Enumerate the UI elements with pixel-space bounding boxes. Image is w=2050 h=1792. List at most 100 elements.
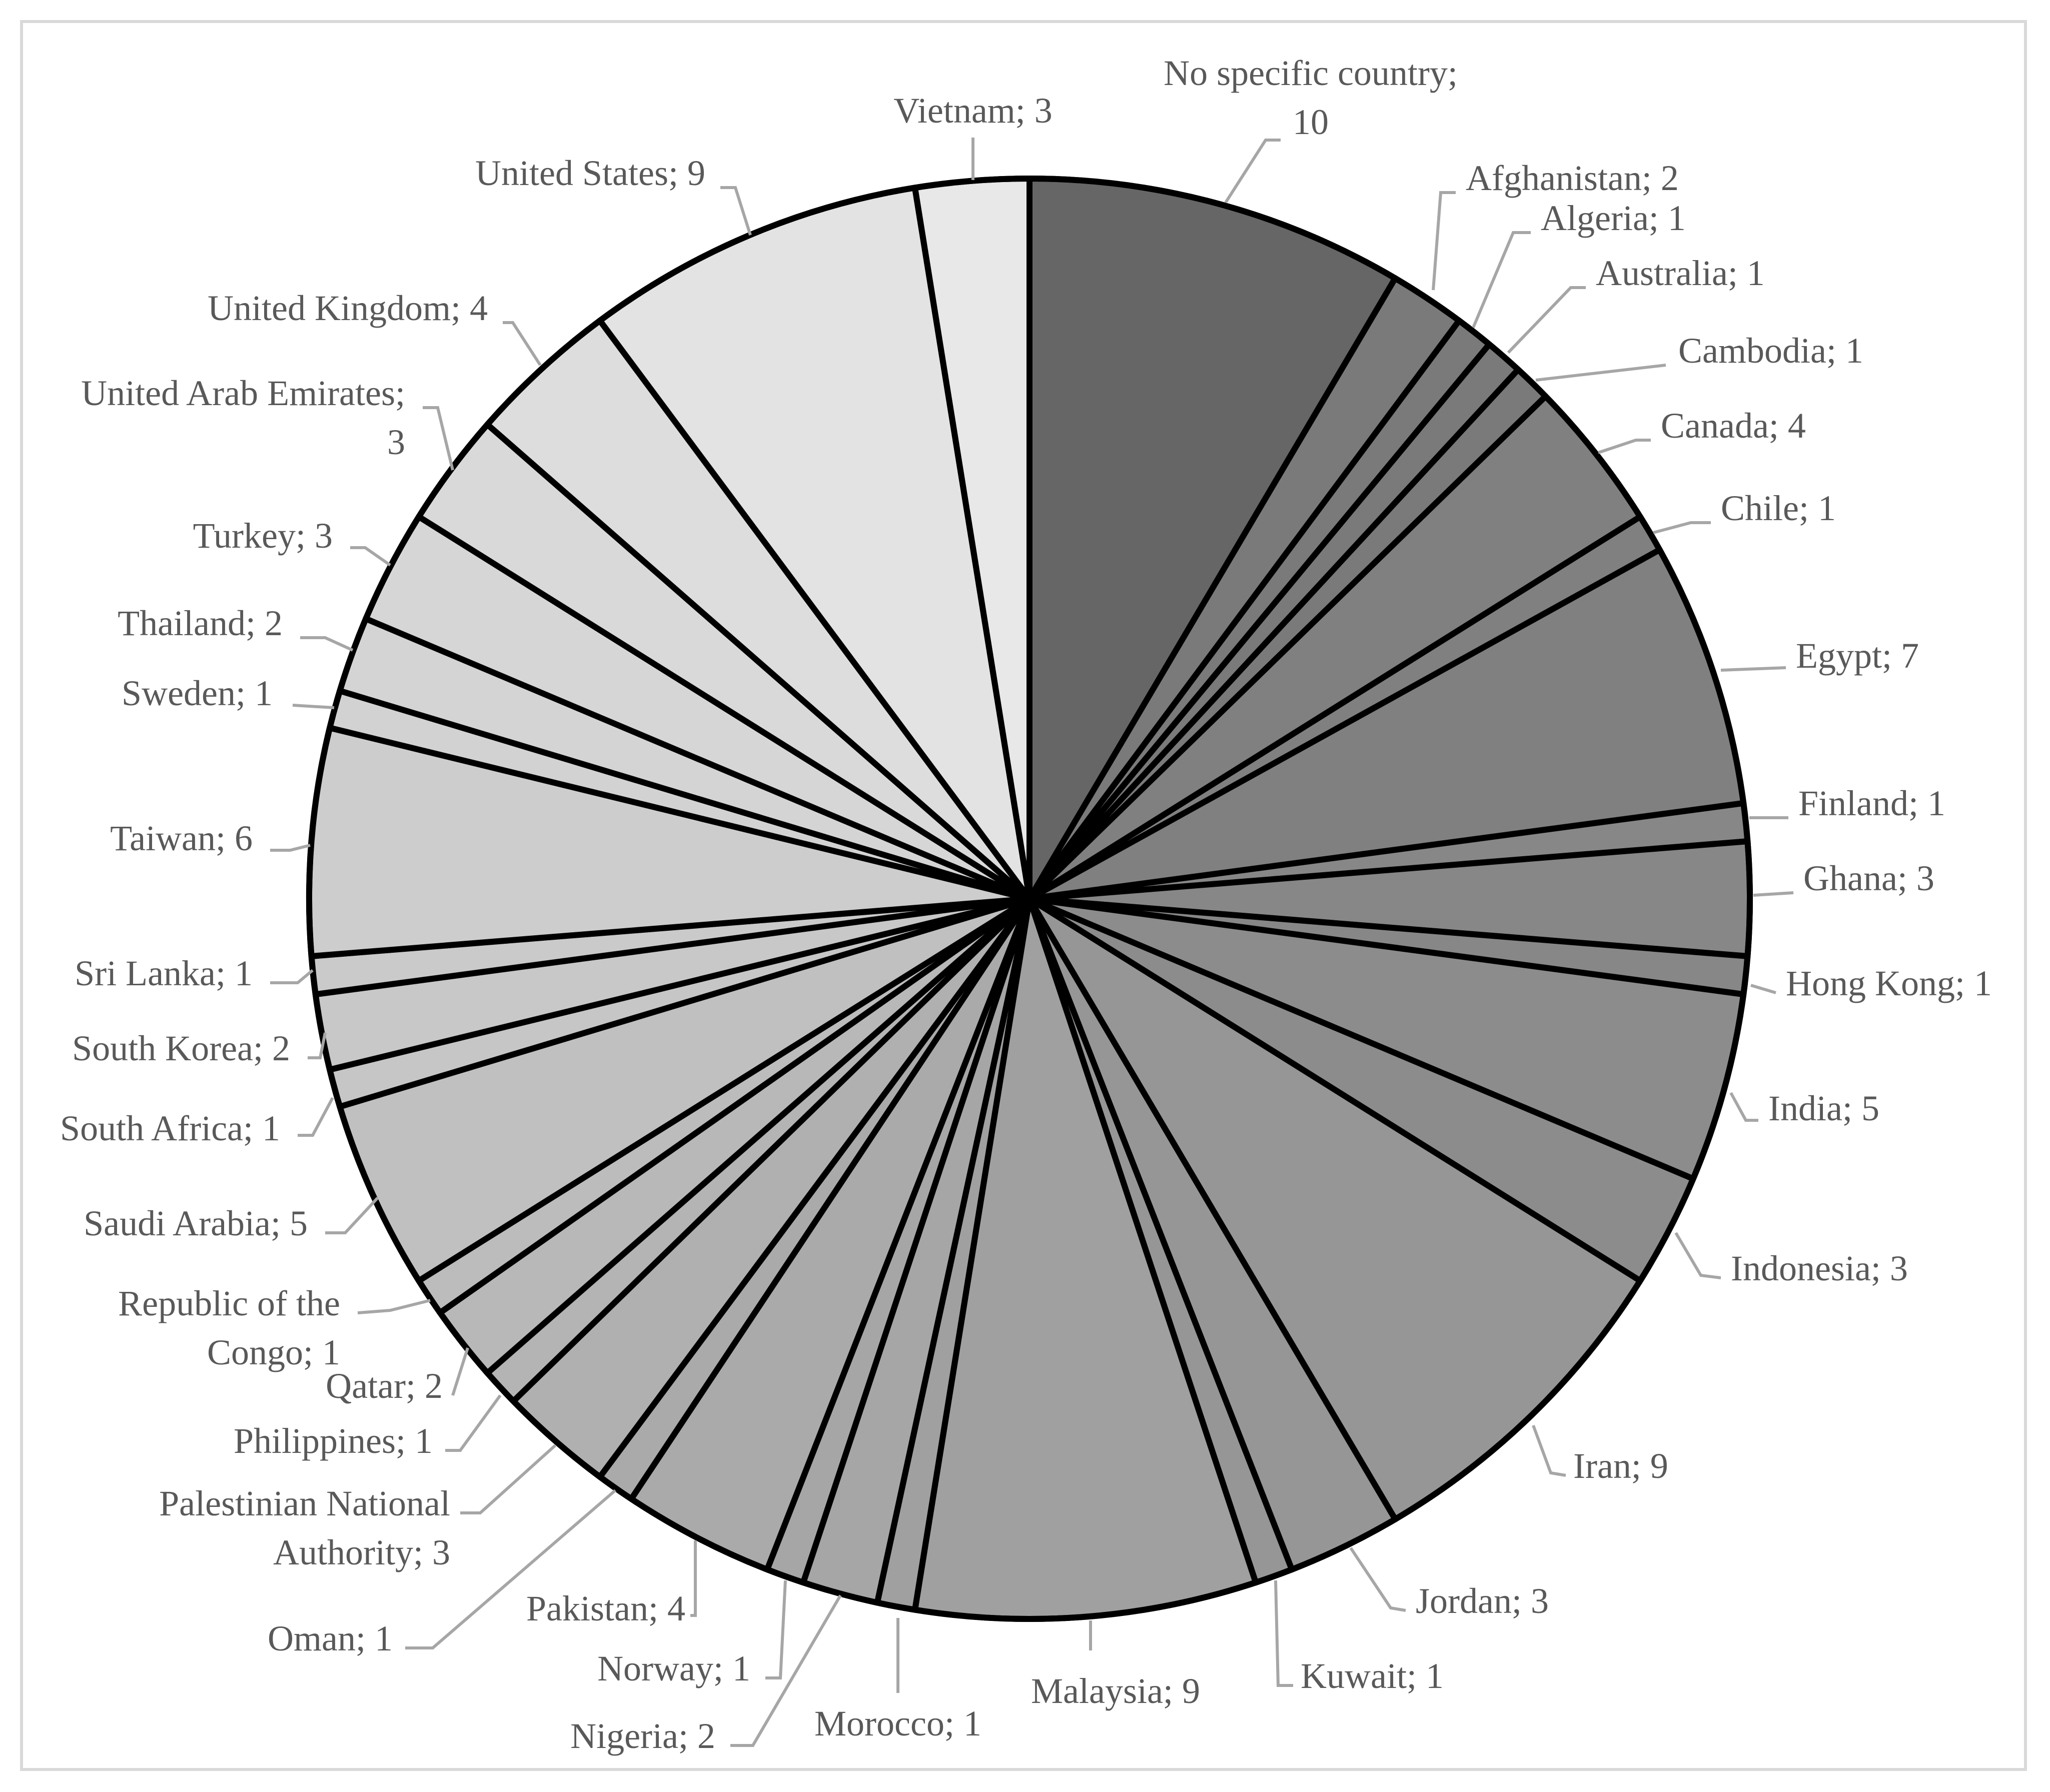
slice-label-australia: Australia; 1 — [1596, 253, 1765, 293]
slice-label-line: Authority; 3 — [273, 1532, 450, 1572]
slice-label-palestinian-national-authority: Palestinian National Authority; 3 — [159, 1483, 450, 1572]
slice-label-united-states: United States; 9 — [475, 153, 705, 193]
slice-label-ghana: Ghana; 3 — [1803, 858, 1934, 898]
pie-slices — [306, 176, 1753, 1622]
slice-label-line: Afghanistan; 2 — [1466, 158, 1679, 198]
slice-label-line: Finland; 1 — [1798, 783, 1945, 823]
leader-line-republic-of-the-congo — [357, 1299, 431, 1314]
slice-label-cambodia: Cambodia; 1 — [1678, 331, 1863, 371]
leader-line-nigeria — [730, 1594, 842, 1747]
slice-label-line: Congo; 1 — [207, 1332, 340, 1372]
slice-label-turkey: Turkey; 3 — [193, 516, 333, 556]
slice-label-pakistan: Pakistan; 4 — [526, 1588, 685, 1628]
slice-label-jordan: Jordan; 3 — [1416, 1581, 1549, 1621]
slice-label-thailand: Thailand; 2 — [118, 603, 283, 643]
slice-label-kuwait: Kuwait; 1 — [1301, 1656, 1444, 1696]
slice-label-line: Saudi Arabia; 5 — [84, 1203, 308, 1243]
slice-label-afghanistan: Afghanistan; 2 — [1466, 158, 1679, 198]
slice-label-republic-of-the-congo: Republic of the Congo; 1 — [118, 1283, 340, 1372]
slice-label-indonesia: Indonesia; 3 — [1731, 1248, 1908, 1288]
leader-line-united-arab-emirates — [423, 406, 454, 471]
leader-line-chile — [1653, 521, 1711, 534]
slice-label-line: South Africa; 1 — [60, 1108, 280, 1148]
leader-line-india — [1729, 1092, 1758, 1122]
slice-label-line: India; 5 — [1768, 1088, 1879, 1128]
slice-label-line: Hong Kong; 1 — [1786, 963, 1992, 1003]
leader-line-saudi-arabia — [325, 1196, 379, 1234]
leader-line-sri-lanka — [270, 969, 314, 984]
leader-line-united-states — [720, 186, 752, 236]
slice-label-norway: Norway; 1 — [597, 1648, 750, 1688]
leader-line-egypt — [1720, 666, 1786, 672]
leader-line-afghanistan — [1432, 191, 1456, 291]
slice-label-line: Australia; 1 — [1596, 253, 1765, 293]
slice-label-line: Republic of the — [118, 1283, 340, 1323]
slice-label-taiwan: Taiwan; 6 — [110, 818, 253, 858]
leader-line-indonesia — [1674, 1232, 1721, 1279]
leader-line-no-specific-country — [1224, 139, 1281, 204]
slice-label-line: Egypt; 7 — [1796, 636, 1919, 676]
slice-label-algeria: Algeria; 1 — [1541, 198, 1686, 238]
slice-label-line: Canada; 4 — [1661, 406, 1806, 446]
slice-label-canada: Canada; 4 — [1661, 406, 1806, 446]
slice-label-chile: Chile; 1 — [1721, 488, 1836, 528]
slice-label-line: Thailand; 2 — [118, 603, 283, 643]
slice-label-sweden: Sweden; 1 — [122, 673, 273, 713]
leader-line-united-kingdom — [503, 321, 542, 366]
slice-label-iran: Iran; 9 — [1573, 1446, 1668, 1486]
leader-line-philippines — [445, 1394, 502, 1452]
slice-label-line: Turkey; 3 — [193, 516, 333, 556]
slice-label-hong-kong: Hong Kong; 1 — [1786, 963, 1992, 1003]
leader-line-ghana — [1753, 891, 1794, 897]
slice-label-line: Philippines; 1 — [234, 1421, 433, 1461]
slice-label-india: India; 5 — [1768, 1088, 1879, 1128]
slice-label-line: Morocco; 1 — [814, 1703, 981, 1743]
slice-label-line: Ghana; 3 — [1803, 858, 1934, 898]
slice-labels: No specific country; 10 Afghanistan; 2Alge… — [60, 53, 1992, 1756]
slice-label-line: Palestinian National — [159, 1483, 450, 1523]
leader-line-oman — [405, 1489, 616, 1649]
leader-line-iran — [1532, 1424, 1566, 1477]
leader-line-canada — [1598, 439, 1651, 454]
leader-line-palestinian-national-authority — [460, 1444, 557, 1514]
leader-line-turkey — [350, 546, 391, 567]
slice-label-united-kingdom: United Kingdom; 4 — [208, 288, 488, 328]
leader-line-hong-kong — [1750, 984, 1776, 994]
slice-label-south-africa: South Africa; 1 — [60, 1108, 280, 1148]
slice-label-line: Sweden; 1 — [122, 673, 273, 713]
leader-line-thailand — [300, 636, 354, 652]
slice-label-oman: Oman; 1 — [268, 1618, 393, 1658]
slice-label-line: Cambodia; 1 — [1678, 331, 1863, 371]
leader-line-australia — [1507, 286, 1586, 354]
slice-label-no-specific-country: No specific country; 10 — [1164, 53, 1458, 142]
slice-label-line: Taiwan; 6 — [110, 818, 253, 858]
slice-label-malaysia: Malaysia; 9 — [1031, 1671, 1200, 1711]
slice-label-line: Iran; 9 — [1573, 1446, 1668, 1486]
leader-line-qatar — [451, 1347, 469, 1396]
slice-label-line: Algeria; 1 — [1541, 198, 1686, 238]
slice-label-line: Indonesia; 3 — [1731, 1248, 1908, 1288]
slice-label-line: Jordan; 3 — [1416, 1581, 1549, 1621]
slice-label-united-arab-emirates: United Arab Emirates; 3 — [81, 373, 405, 462]
slice-label-line: Pakistan; 4 — [526, 1588, 685, 1628]
slice-label-line: Nigeria; 2 — [570, 1716, 715, 1756]
leader-lines — [270, 138, 1794, 1747]
leader-line-south-africa — [298, 1097, 334, 1137]
slice-label-egypt: Egypt; 7 — [1796, 636, 1919, 676]
slice-label-line: Qatar; 2 — [326, 1366, 443, 1406]
slice-label-line: United Kingdom; 4 — [208, 288, 488, 328]
leader-line-jordan — [1349, 1547, 1406, 1612]
slice-label-line: South Korea; 2 — [72, 1028, 290, 1068]
leader-line-algeria — [1472, 231, 1531, 329]
slice-label-south-korea: South Korea; 2 — [72, 1028, 290, 1068]
leader-line-norway — [765, 1580, 787, 1679]
leader-line-taiwan — [270, 844, 311, 852]
slice-label-line: Malaysia; 9 — [1031, 1671, 1200, 1711]
leader-line-pakistan — [690, 1540, 697, 1617]
slice-label-line: Chile; 1 — [1721, 488, 1836, 528]
slice-label-vietnam: Vietnam; 3 — [893, 91, 1053, 131]
slice-label-line: United Arab Emirates; — [81, 373, 405, 413]
leader-line-sweden — [292, 704, 335, 709]
slice-label-philippines: Philippines; 1 — [234, 1421, 433, 1461]
